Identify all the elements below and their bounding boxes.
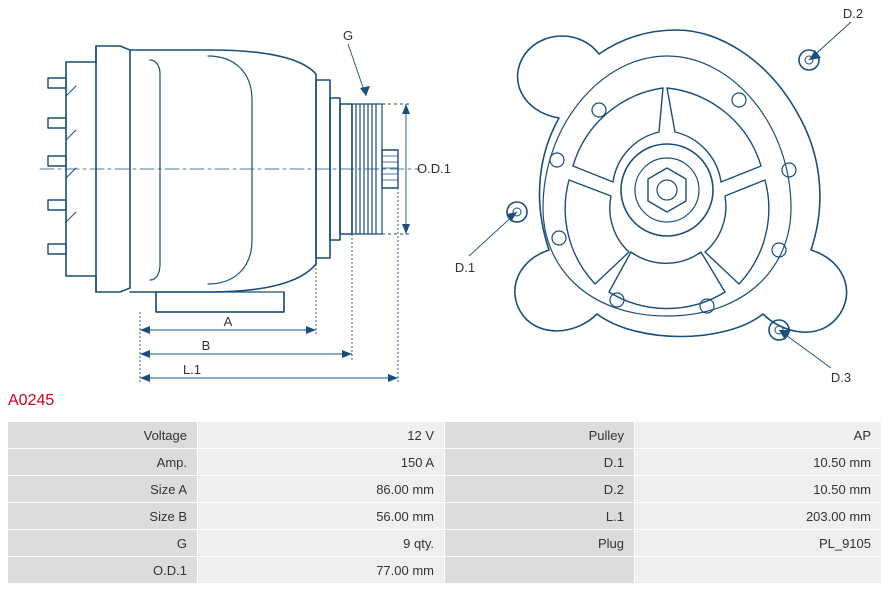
spec-value: 10.50 mm [635,449,882,476]
table-row: Size A 86.00 mm D.2 10.50 mm [8,476,882,503]
spec-key: D.2 [445,476,635,503]
part-number: A0245 [8,392,54,410]
spec-key: G [8,530,198,557]
spec-key [445,557,635,584]
spec-value: 77.00 mm [198,557,445,584]
technical-drawing: G O.D.1 A B L.1 [0,0,889,395]
spec-value: 12 V [198,422,445,449]
spec-value: 9 qty. [198,530,445,557]
spec-key: Voltage [8,422,198,449]
dim-label-d1: D.1 [455,260,475,275]
spec-value: 203.00 mm [635,503,882,530]
dim-label-a: A [224,314,233,329]
spec-key: L.1 [445,503,635,530]
spec-key: Plug [445,530,635,557]
side-view-svg: G O.D.1 A B L.1 [0,0,460,395]
dim-label-d3: D.3 [831,370,851,385]
table-row: Size B 56.00 mm L.1 203.00 mm [8,503,882,530]
spec-key: Size A [8,476,198,503]
page: G O.D.1 A B L.1 [0,0,889,584]
spec-value: PL_9105 [635,530,882,557]
table-row: G 9 qty. Plug PL_9105 [8,530,882,557]
dim-label-b: B [202,338,211,353]
spec-value [635,557,882,584]
spec-value: AP [635,422,882,449]
dim-label-od1: O.D.1 [417,161,451,176]
front-view-svg: D.1 D.2 D.3 [449,0,889,395]
dim-label-g: G [343,28,353,43]
spec-key: O.D.1 [8,557,198,584]
table-row: Voltage 12 V Pulley AP [8,422,882,449]
spec-value: 56.00 mm [198,503,445,530]
spec-key: Size B [8,503,198,530]
spec-value: 150 A [198,449,445,476]
table-row: O.D.1 77.00 mm [8,557,882,584]
spec-value: 86.00 mm [198,476,445,503]
dim-label-d2: D.2 [843,6,863,21]
spec-table: Voltage 12 V Pulley AP Amp. 150 A D.1 10… [7,421,882,584]
spec-key: Amp. [8,449,198,476]
table-row: Amp. 150 A D.1 10.50 mm [8,449,882,476]
dim-label-l1: L.1 [183,362,201,377]
spec-value: 10.50 mm [635,476,882,503]
spec-key: Pulley [445,422,635,449]
spec-key: D.1 [445,449,635,476]
